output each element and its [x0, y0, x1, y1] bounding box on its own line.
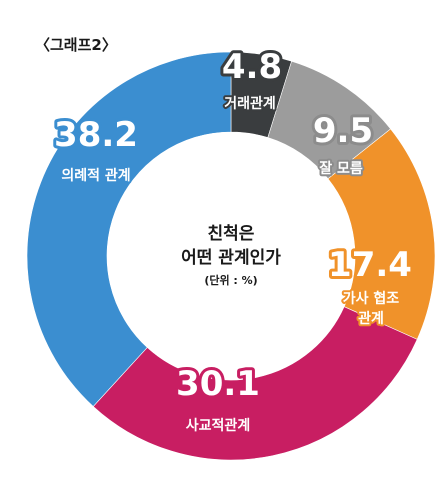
- value-label-가사-협조-관계: 17.4: [328, 245, 412, 285]
- category-label-사교적관계: 사교적관계: [186, 417, 250, 434]
- category-label-가사-협조-관계-1: 가사 협조: [343, 291, 400, 307]
- category-label-잘-모름: 잘 모름: [319, 161, 363, 177]
- donut-slices: [26, 51, 436, 461]
- value-label-사교적관계: 30.1: [176, 364, 260, 404]
- value-label-잘-모름: 9.5: [313, 111, 373, 151]
- chart-tag: 〈그래프2〉: [35, 36, 117, 54]
- donut-hole: [107, 132, 355, 380]
- center-title-line1: 친척은: [208, 224, 255, 244]
- category-label-거래관계: 거래관계: [224, 95, 276, 112]
- value-label-거래관계: 4.8: [222, 47, 282, 87]
- center-unit: (단위 : %): [204, 273, 257, 287]
- category-label-가사-협조-관계-2: 관계: [358, 310, 384, 327]
- center-title-line2: 어떤 관계인가: [181, 248, 281, 268]
- value-label-의례적-관계: 38.2: [54, 115, 138, 155]
- category-label-의례적-관계: 의례적 관계: [61, 167, 130, 184]
